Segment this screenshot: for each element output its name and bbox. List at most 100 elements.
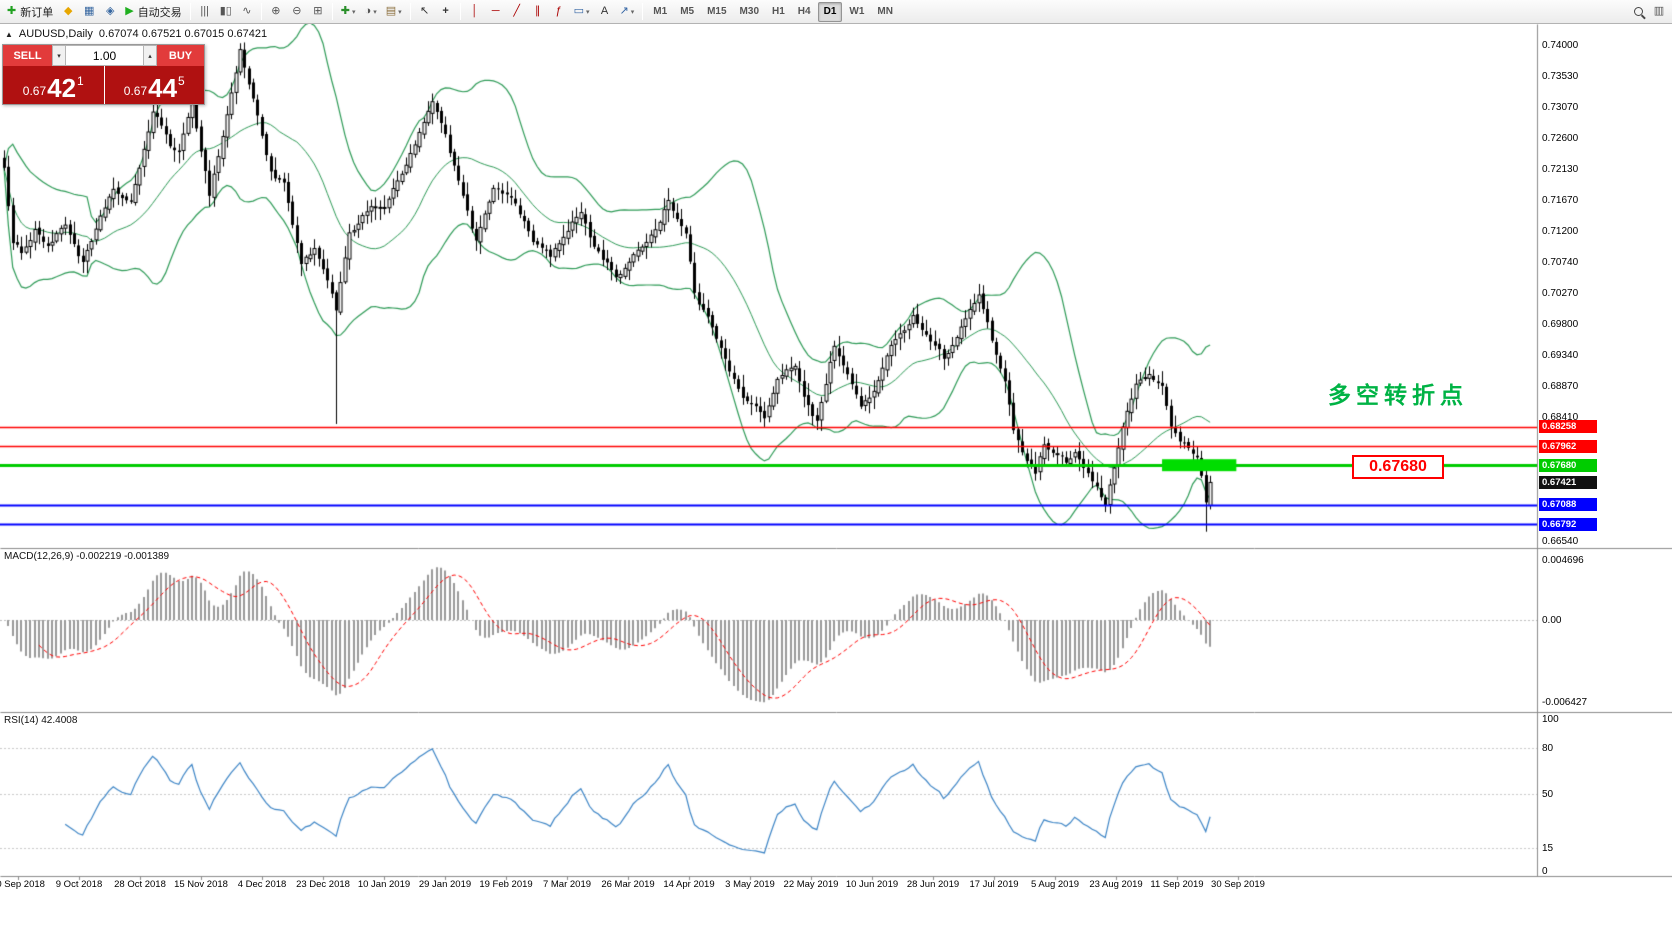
bar-chart-icon: ||| [200,5,209,17]
toolbar-separator [331,3,333,20]
buy-price-prefix: 0.67 [123,84,148,98]
periods-button[interactable]: ◑ ▾ [361,2,381,22]
trendline-button[interactable]: ╱ [507,2,527,22]
new-order-button[interactable]: ✚ 新订单 [3,2,57,22]
navigator-button[interactable]: ◈ [100,2,120,22]
zoom-out-icon: ⊖ [292,5,302,17]
data-window-button[interactable]: ▦ [79,2,99,22]
sell-button[interactable]: SELL [3,45,52,66]
buy-price-button[interactable]: 0.67 44 5 [103,66,204,104]
zoom-out-button[interactable]: ⊖ [287,2,307,22]
text-button[interactable]: A [595,2,615,22]
horizontal-line-icon: ─ [491,5,500,17]
arrows-icon: ↗ [619,5,629,17]
equidistant-channel-icon: ∥ [534,5,541,17]
timeframe-m5-button[interactable]: M5 [680,6,695,17]
toolbar-separator [409,3,411,20]
fibonacci-button[interactable]: ƒ [549,2,569,22]
toolbar-group: ||| ▮▯ ∿ [195,2,257,22]
sell-price-prefix: 0.67 [22,84,47,98]
equidistant-channel-button[interactable]: ∥ [528,2,548,22]
volume-increase-button[interactable]: ▴ [143,45,157,66]
templates-icon: ▤ [385,5,397,17]
timeframe-group: M1 M5 M15 M30 H1 H4 D1 W1 MN [647,1,899,22]
sell-price-pip: 1 [77,74,84,88]
data-window-icon: ▦ [84,5,95,17]
toolbar-group: ⊕ ⊖ ⊞ [266,2,328,22]
buy-button[interactable]: BUY [157,45,204,66]
indicators-icon: ✚ [340,5,351,17]
toolbar-group: ✚ 新订单 ◆ ▦ ◈ ▶ 自动交易 [3,2,186,22]
timeframe-m30-button[interactable]: M30 [739,6,759,17]
shapes-icon: ▭ [573,5,585,17]
volume-input[interactable]: 1.00 [66,45,143,66]
cursor-button[interactable]: ↖ [415,2,435,22]
line-chart-button[interactable]: ∿ [237,2,257,22]
bar-chart-button[interactable]: ||| [195,2,215,22]
one-click-trading-panel: SELL ▾ 1.00 ▴ BUY 0.67 42 1 0.67 44 5 [2,44,205,105]
zoom-in-icon: ⊕ [271,5,281,17]
timeframe-d1-button[interactable]: D1 [817,1,843,22]
templates-button[interactable]: ▤ ▾ [382,2,406,22]
navigator-icon: ◈ [105,5,115,17]
chart-title: ▲ AUDUSD,Daily 0.67074 0.67521 0.67015 0… [5,28,267,40]
timeframe-m1-button[interactable]: M1 [653,6,668,17]
chart-area: ▲ AUDUSD,Daily 0.67074 0.67521 0.67015 0… [0,24,1672,947]
new-order-label: 新订单 [20,6,54,19]
timeframe-h1-button[interactable]: H1 [772,6,785,17]
timeframe-mn-button[interactable]: MN [877,6,893,17]
price-level-label-box[interactable]: 0.67680 [1352,455,1444,479]
volume-down-icon: ▾ [57,52,61,60]
price-chart-canvas[interactable] [0,24,1672,947]
candlestick-chart-icon: ▮▯ [219,5,232,17]
main-toolbar: ✚ 新订单 ◆ ▦ ◈ ▶ 自动交易 ||| ▮▯ ∿ ⊕ ⊖ ⊞ ✚ ▾ ◑ ▾ ▤ ▾ ↖ + │ ─ ╱ ∥ ƒ ▭ ▾ A ↗ ▾ M… [0,0,1672,24]
chart-symbol-label: AUDUSD,Daily [18,28,93,40]
rsi-pane-header: RSI(14) 42.4008 [4,715,78,726]
market-watch-icon: ◆ [63,5,73,17]
volume-decrease-button[interactable]: ▾ [52,45,66,66]
zoom-in-button[interactable]: ⊕ [266,2,286,22]
toolbar-group: ▥ [1628,2,1669,22]
sell-price-button[interactable]: 0.67 42 1 [3,66,104,104]
crosshair-icon: + [442,5,449,17]
toolbar-group: │ ─ ╱ ∥ ƒ ▭ ▾ A ↗ ▾ [465,2,639,22]
chevron-down-icon: ▾ [630,8,635,16]
line-chart-icon: ∿ [242,5,252,17]
indicators-button[interactable]: ✚ ▾ [337,2,360,22]
turning-point-annotation[interactable]: 多空转折点 [1328,382,1468,408]
search-icon [1633,7,1643,16]
chart-profile-icon: ▥ [1653,5,1665,17]
new-order-icon: ✚ [7,5,17,17]
vertical-line-icon: │ [471,5,479,17]
market-watch-button[interactable]: ◆ [58,2,78,22]
timeframe-m15-button[interactable]: M15 [707,6,727,17]
vertical-line-button[interactable]: │ [465,2,485,22]
text-icon: A [600,5,609,17]
trade-panel-toggle-icon[interactable]: ▲ [5,29,13,39]
toolbar-separator [260,3,262,20]
volume-up-icon: ▴ [148,52,152,60]
auto-trading-button[interactable]: ▶ 自动交易 [121,2,185,22]
arrows-button[interactable]: ↗ ▾ [616,2,639,22]
buy-price-pip: 5 [178,74,185,88]
chevron-down-icon: ▾ [373,8,377,16]
toolbar-separator [642,3,644,20]
chevron-down-icon: ▾ [398,8,402,16]
chart-profile-button[interactable]: ▥ [1649,2,1669,22]
timeframe-h4-button[interactable]: H4 [797,6,811,17]
toolbar-group: ✚ ▾ ◑ ▾ ▤ ▾ [337,2,406,22]
macd-pane-header: MACD(12,26,9) -0.002219 -0.001389 [4,551,170,562]
horizontal-line-button[interactable]: ─ [486,2,506,22]
auto-trading-label: 自动交易 [137,6,182,19]
buy-price-big: 44 [148,73,178,103]
crosshair-button[interactable]: + [436,2,456,22]
shapes-button[interactable]: ▭ ▾ [570,2,594,22]
chevron-down-icon: ▾ [586,8,590,16]
candlestick-chart-button[interactable]: ▮▯ [216,2,236,22]
tile-windows-button[interactable]: ⊞ [308,2,328,22]
fibonacci-icon: ƒ [555,5,562,17]
search-button[interactable] [1628,2,1648,22]
tile-windows-icon: ⊞ [313,5,323,17]
chevron-down-icon: ▾ [352,8,356,16]
timeframe-w1-button[interactable]: W1 [849,6,865,17]
